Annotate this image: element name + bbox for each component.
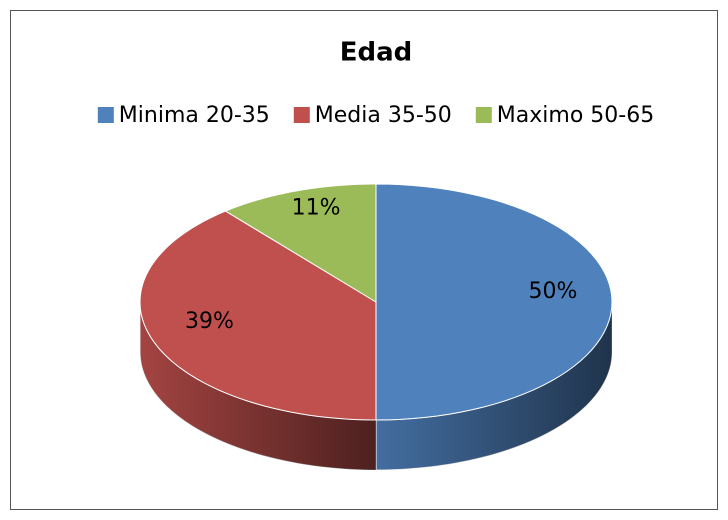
pie-slice	[224, 183, 377, 303]
legend-label: Maximo 50-65	[497, 103, 654, 128]
pie-slice	[139, 210, 377, 421]
pie-side-shade	[140, 302, 376, 470]
pie-side-shade	[376, 302, 612, 470]
pie-slice	[375, 183, 613, 421]
chart-title: Edad	[340, 38, 413, 68]
legend-swatch	[97, 107, 114, 123]
data-label: 50%	[529, 279, 578, 304]
legend-label: Minima 20-35	[119, 103, 270, 128]
legend-swatch	[293, 107, 310, 123]
legend-swatch	[475, 107, 492, 123]
legend-label: Media 35-50	[315, 103, 452, 128]
data-label: 11%	[292, 196, 341, 221]
data-label: 39%	[185, 309, 234, 334]
legend-item: Maximo 50-65	[475, 103, 654, 128]
legend-item: Media 35-50	[293, 103, 452, 128]
legend-item: Minima 20-35	[97, 103, 270, 128]
